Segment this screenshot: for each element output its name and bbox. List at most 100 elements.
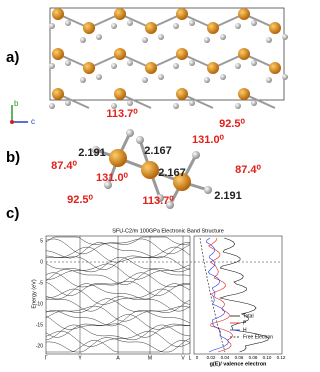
band — [45, 305, 191, 322]
band — [45, 256, 191, 273]
h-atom — [65, 100, 71, 106]
legend-label: H — [243, 327, 247, 333]
p-atom — [269, 22, 281, 34]
band — [45, 283, 191, 300]
p-atom — [238, 8, 250, 20]
y-tick-label: -20 — [36, 343, 43, 349]
p-atom — [83, 22, 95, 34]
k-label: Γ — [45, 355, 48, 361]
annotation: 2.191 — [78, 147, 106, 159]
p-atom — [176, 8, 188, 20]
p-atom — [52, 48, 64, 60]
band — [46, 339, 191, 353]
h-atom — [49, 103, 55, 109]
x-tick-label: 0.02 — [207, 355, 216, 360]
h-atom — [80, 77, 86, 83]
annotation: 87.4⁰ — [235, 164, 261, 176]
y-tick-label: -15 — [36, 322, 43, 328]
p-atom — [207, 22, 219, 34]
h-atom — [189, 100, 195, 106]
dos-curves — [199, 237, 269, 353]
p-atom — [176, 48, 188, 60]
axis-label: b — [14, 99, 19, 108]
band — [45, 238, 191, 255]
h-atom — [65, 20, 71, 26]
h-atom — [111, 63, 117, 69]
band — [45, 242, 191, 259]
panel-label: b) — [6, 149, 20, 166]
band — [45, 310, 191, 327]
p-atom — [114, 48, 126, 60]
crystal-structure — [49, 7, 288, 109]
annotation: 92.5⁰ — [67, 194, 93, 206]
h-atom — [204, 37, 210, 43]
p-atom — [52, 88, 64, 100]
p-atom — [83, 62, 95, 74]
h-atom — [49, 23, 55, 29]
dos-curve — [208, 237, 233, 353]
x-tick-label: 0.12 — [277, 355, 286, 360]
band — [45, 337, 191, 353]
h-atom — [142, 77, 148, 83]
h-atom — [204, 77, 210, 83]
band — [45, 281, 191, 296]
h-atom — [96, 74, 102, 80]
p-atom — [145, 22, 157, 34]
y-tick-label: -10 — [36, 301, 43, 307]
p-atom — [176, 88, 188, 100]
legend-label: Total — [243, 313, 254, 319]
k-label: V — [181, 355, 185, 361]
k-label: Y — [78, 355, 82, 361]
h-atom — [235, 63, 241, 69]
h-atom — [266, 37, 272, 43]
plot-title: SFU-C2/m 100GPa Electronic Band Structur… — [112, 228, 224, 234]
x-axis-label: g(E)/ valence electron — [210, 361, 267, 367]
band — [45, 263, 191, 280]
x-tick-label: 0.10 — [263, 355, 272, 360]
h-atom — [189, 20, 195, 26]
annotation: 113.7⁰ — [106, 108, 138, 120]
annotation: 2.191 — [214, 190, 242, 202]
h-atom — [65, 60, 71, 66]
annotation: 2.167 — [158, 167, 186, 179]
h-atom — [251, 20, 257, 26]
h-atom — [220, 74, 226, 80]
h-atom — [173, 63, 179, 69]
h-atom — [158, 34, 164, 40]
annotation: 113.7⁰ — [142, 195, 174, 207]
k-label: M — [148, 355, 152, 361]
h-atom — [251, 60, 257, 66]
p-atom — [207, 62, 219, 74]
h-atom — [189, 60, 195, 66]
p-atom — [269, 62, 281, 74]
p-atom — [145, 62, 157, 74]
h-atom — [158, 74, 164, 80]
h-atom — [173, 23, 179, 29]
h-atom — [111, 23, 117, 29]
h-atom — [127, 100, 133, 106]
h-atom — [127, 20, 133, 26]
band — [45, 298, 191, 313]
band — [45, 296, 191, 312]
dos-frame — [193, 235, 283, 355]
x-tick-label: 0.06 — [235, 355, 244, 360]
annotation: 131.0⁰ — [96, 172, 129, 184]
h-atom — [173, 103, 179, 109]
p-atom — [238, 88, 250, 100]
figure: a) b c b) 113.7⁰2.191 2.167131.0⁰92.5⁰87.… — [6, 7, 288, 367]
k-label: A — [116, 355, 120, 361]
h-atom — [235, 103, 241, 109]
dos-curve — [205, 237, 229, 353]
dos-curve — [219, 237, 269, 353]
h-atom — [282, 34, 288, 40]
h-atom — [127, 60, 133, 66]
h-atom — [235, 23, 241, 29]
x-tick-label: 0.04 — [221, 355, 230, 360]
molecule — [92, 129, 212, 209]
h-atom — [282, 74, 288, 80]
annotation: 92.5⁰ — [219, 118, 245, 130]
axis-label: c — [31, 117, 35, 126]
legend-label: Free Electron — [243, 334, 273, 340]
annotation: 131.0⁰ — [192, 134, 225, 146]
k-label: L — [189, 355, 192, 361]
